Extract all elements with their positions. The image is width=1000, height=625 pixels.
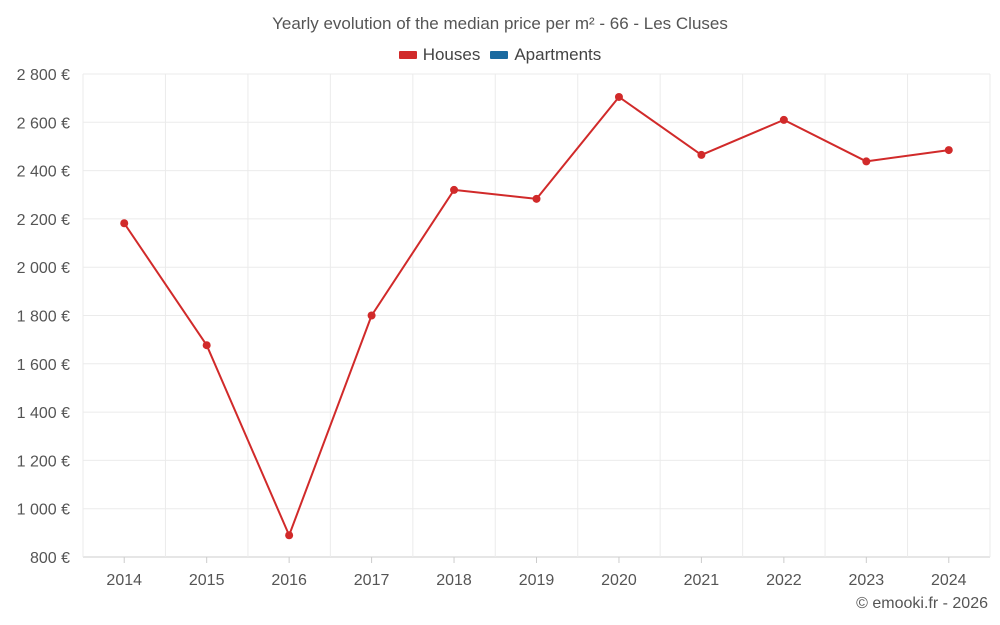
data-point — [120, 219, 129, 228]
x-tick-label: 2021 — [684, 572, 720, 589]
x-tick-label: 2023 — [849, 572, 885, 589]
credit-text: © emooki.fr - 2026 — [856, 595, 988, 612]
x-tick-label: 2015 — [189, 572, 225, 589]
y-tick-label: 1 000 € — [17, 502, 70, 519]
x-tick-label: 2019 — [519, 572, 555, 589]
y-tick-label: 2 400 € — [17, 164, 70, 181]
legend-item-apartments[interactable]: Apartments — [490, 45, 601, 65]
legend-swatch-houses — [398, 51, 417, 59]
y-tick-label: 2 600 € — [17, 115, 70, 132]
data-point — [367, 311, 376, 320]
legend-item-houses[interactable]: Houses — [398, 45, 481, 65]
x-tick-label: 2024 — [931, 572, 967, 589]
data-point — [450, 185, 459, 194]
y-tick-label: 1 200 € — [17, 453, 70, 470]
legend-label-apartments: Apartments — [514, 45, 602, 64]
data-point — [614, 92, 623, 101]
y-tick-label: 2 800 € — [17, 67, 70, 84]
y-tick-label: 1 600 € — [17, 357, 70, 374]
legend-swatch-apartments — [490, 51, 509, 59]
x-tick-label: 2016 — [271, 572, 307, 589]
data-point — [944, 146, 953, 155]
y-tick-label: 1 800 € — [17, 309, 70, 326]
data-point — [202, 341, 211, 350]
x-tick-label: 2018 — [436, 572, 472, 589]
data-point — [779, 115, 788, 124]
x-tick-label: 2014 — [106, 572, 142, 589]
data-point — [532, 194, 541, 203]
y-tick-label: 800 € — [30, 550, 70, 567]
x-tick-label: 2020 — [601, 572, 637, 589]
chart-title: Yearly evolution of the median price per… — [272, 14, 728, 33]
legend: Houses Apartments — [0, 45, 1000, 65]
legend-label-houses: Houses — [422, 45, 481, 64]
y-tick-label: 2 200 € — [17, 212, 70, 229]
data-point — [285, 531, 294, 540]
y-tick-label: 2 000 € — [17, 260, 70, 277]
x-tick-label: 2022 — [766, 572, 802, 589]
data-point — [697, 150, 706, 159]
x-tick-label: 2017 — [354, 572, 390, 589]
y-tick-label: 1 400 € — [17, 405, 70, 422]
data-point — [862, 157, 871, 166]
